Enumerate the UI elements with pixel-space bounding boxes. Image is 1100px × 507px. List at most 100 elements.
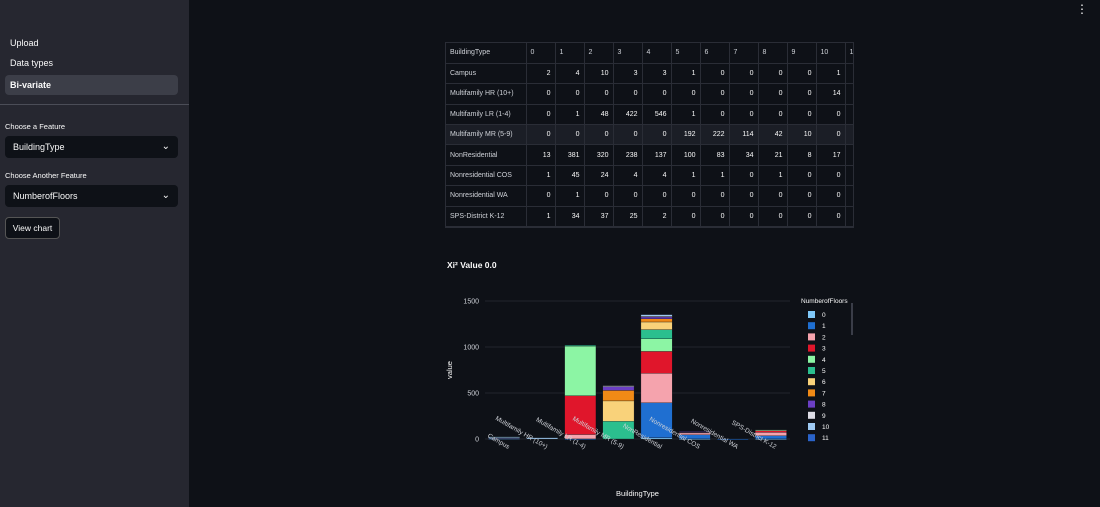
legend-swatch	[808, 344, 815, 352]
column-header[interactable]: 9	[787, 43, 817, 64]
table-row: Campus 2 4 10 3 3 1 0 0 0 0 1	[446, 63, 853, 85]
bar-segment	[640, 329, 673, 339]
table-cell: 1	[671, 104, 701, 126]
sidebar: Upload Data types Bi-variate Choose a Fe…	[0, 0, 189, 507]
table-cell: 0	[787, 104, 817, 126]
bar-segment	[564, 345, 597, 396]
chi-square-value: Xi² Value 0.0	[447, 260, 497, 270]
table-row: NonResidential 13 381 320 238 137 100 83 34 21 8 17	[446, 144, 853, 166]
table-cell: 0	[758, 185, 788, 207]
legend-label: 1	[822, 323, 826, 330]
table-cell: 0	[758, 104, 788, 126]
table-cell: 238	[613, 144, 643, 166]
row-label: NonResidential	[446, 144, 527, 166]
nav-upload[interactable]: Upload	[10, 38, 39, 48]
legend-label: 8	[822, 402, 826, 409]
feature1-value: BuildingType	[13, 142, 65, 152]
feature2-select[interactable]: NumberofFloors ⌄	[5, 185, 178, 207]
column-header[interactable]: 7	[729, 43, 759, 64]
legend-label: 0	[822, 312, 826, 319]
legend-swatch	[808, 378, 815, 386]
table-cell: 4	[555, 63, 585, 85]
bar-segment	[640, 373, 673, 403]
y-tick-label: 0	[475, 437, 479, 444]
feature2-value: NumberofFloors	[13, 191, 78, 201]
table-cell: 4	[613, 165, 643, 187]
bar-segment	[717, 438, 749, 440]
bar-segment	[678, 431, 711, 433]
table-cell: 1	[555, 104, 585, 126]
bar-segment	[640, 338, 673, 352]
table-cell: 1	[700, 165, 730, 187]
row-label: Campus	[446, 63, 527, 85]
column-header[interactable]: 4	[642, 43, 672, 64]
table-cell: 137	[642, 144, 672, 166]
table-cell: 48	[584, 104, 614, 126]
table-cell: 3	[642, 63, 672, 85]
table-cell: 0	[787, 83, 817, 105]
table-cell: 0	[671, 185, 701, 207]
feature1-select[interactable]: BuildingType ⌄	[5, 136, 178, 158]
table-cell: 1	[816, 63, 846, 85]
bar-segment	[602, 385, 635, 387]
legend-swatch	[808, 434, 815, 442]
legend-swatch	[808, 367, 815, 374]
column-header[interactable]: BuildingType	[446, 43, 527, 64]
table-cell: 0	[584, 185, 614, 207]
legend-swatch	[808, 423, 815, 430]
bar-segment	[640, 351, 673, 374]
row-label: SPS-District K-12	[446, 206, 527, 227]
column-header[interactable]: 3	[613, 43, 643, 64]
table-cell: 10	[584, 63, 614, 85]
table-cell: 2	[526, 63, 556, 85]
column-header[interactable]: 11	[845, 43, 853, 64]
table-cell: 0	[816, 206, 846, 227]
table-cell: 100	[671, 144, 701, 166]
table-cell: 0	[526, 83, 556, 105]
column-header[interactable]: 6	[700, 43, 730, 64]
table-cell: 0	[729, 83, 759, 105]
y-tick-label: 1500	[463, 299, 479, 306]
table-cell: 0	[642, 185, 672, 207]
table-cell: 13	[526, 144, 556, 166]
column-header[interactable]: 2	[584, 43, 614, 64]
legend-label: 11	[822, 435, 829, 442]
bar-segment	[602, 390, 635, 402]
legend-label: 2	[822, 334, 826, 341]
legend-swatch	[808, 355, 815, 363]
table-cell: 0	[555, 83, 585, 105]
x-axis-label: BuildingType	[616, 489, 659, 498]
table-cell: 0	[787, 63, 817, 85]
column-header[interactable]: 1	[555, 43, 585, 64]
column-header[interactable]: 5	[671, 43, 701, 64]
chevron-down-icon: ⌄	[161, 141, 170, 152]
bar-segment	[602, 386, 635, 391]
table-cell: 21	[758, 144, 788, 166]
bar-segment	[755, 429, 787, 431]
table-cell: 1	[526, 206, 556, 227]
more-options-icon[interactable]: ⋮	[1076, 2, 1088, 16]
table-cell: 0	[758, 206, 788, 227]
table-cell: 0	[584, 124, 614, 146]
column-header[interactable]: 0	[526, 43, 556, 64]
bar-segment	[640, 316, 673, 319]
column-header[interactable]: 10	[816, 43, 846, 64]
table-cell: 0	[700, 83, 730, 105]
nav-data-types[interactable]: Data types	[10, 58, 54, 68]
nav-bi-variate[interactable]: Bi-variate	[5, 75, 178, 95]
legend-label: 4	[822, 357, 826, 364]
view-chart-button[interactable]: View chart	[5, 217, 60, 239]
table-cell	[845, 185, 853, 207]
table-cell	[845, 206, 853, 227]
table-cell: 2	[642, 206, 672, 227]
table-header: BuildingType01234567891011	[446, 43, 853, 64]
table-cell: 83	[700, 144, 730, 166]
table-cell	[845, 144, 853, 166]
feature1-label: Choose a Feature	[5, 122, 66, 131]
table-cell: 0	[700, 104, 730, 126]
column-header[interactable]: 8	[758, 43, 788, 64]
x-tick-label: Campus	[486, 433, 511, 452]
table-cell: 1	[671, 63, 701, 85]
bar-segment	[602, 400, 635, 422]
chevron-down-icon: ⌄	[161, 190, 170, 201]
